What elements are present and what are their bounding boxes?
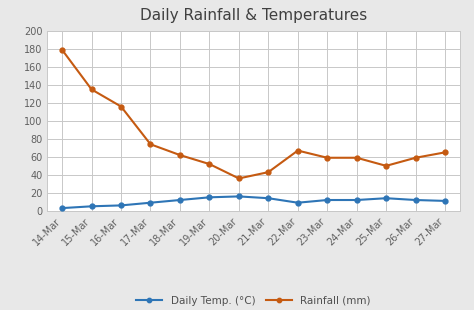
Daily Temp. (°C) (354, 198, 359, 202)
Rainfall (mm) (413, 156, 419, 160)
Legend: Daily Temp. (°C), Rainfall (mm): Daily Temp. (°C), Rainfall (mm) (132, 291, 375, 310)
Rainfall (mm) (354, 156, 359, 160)
Rainfall (mm) (265, 170, 271, 174)
Rainfall (mm) (383, 164, 389, 168)
Rainfall (mm) (59, 48, 65, 52)
Daily Temp. (°C) (265, 196, 271, 200)
Title: Daily Rainfall & Temperatures: Daily Rainfall & Temperatures (140, 8, 367, 23)
Rainfall (mm) (177, 153, 183, 157)
Rainfall (mm) (89, 87, 94, 91)
Daily Temp. (°C) (324, 198, 330, 202)
Daily Temp. (°C) (177, 198, 183, 202)
Daily Temp. (°C) (383, 196, 389, 200)
Daily Temp. (°C) (236, 195, 242, 198)
Daily Temp. (°C) (118, 204, 124, 207)
Daily Temp. (°C) (89, 205, 94, 208)
Daily Temp. (°C) (295, 201, 301, 205)
Daily Temp. (°C) (148, 201, 154, 205)
Rainfall (mm) (148, 142, 154, 146)
Rainfall (mm) (207, 162, 212, 166)
Rainfall (mm) (324, 156, 330, 160)
Rainfall (mm) (295, 149, 301, 153)
Daily Temp. (°C) (442, 199, 448, 203)
Daily Temp. (°C) (413, 198, 419, 202)
Daily Temp. (°C) (59, 206, 65, 210)
Line: Daily Temp. (°C): Daily Temp. (°C) (60, 194, 447, 210)
Daily Temp. (°C) (207, 196, 212, 199)
Rainfall (mm) (442, 151, 448, 154)
Line: Rainfall (mm): Rainfall (mm) (60, 47, 447, 181)
Rainfall (mm) (236, 177, 242, 180)
Rainfall (mm) (118, 105, 124, 108)
